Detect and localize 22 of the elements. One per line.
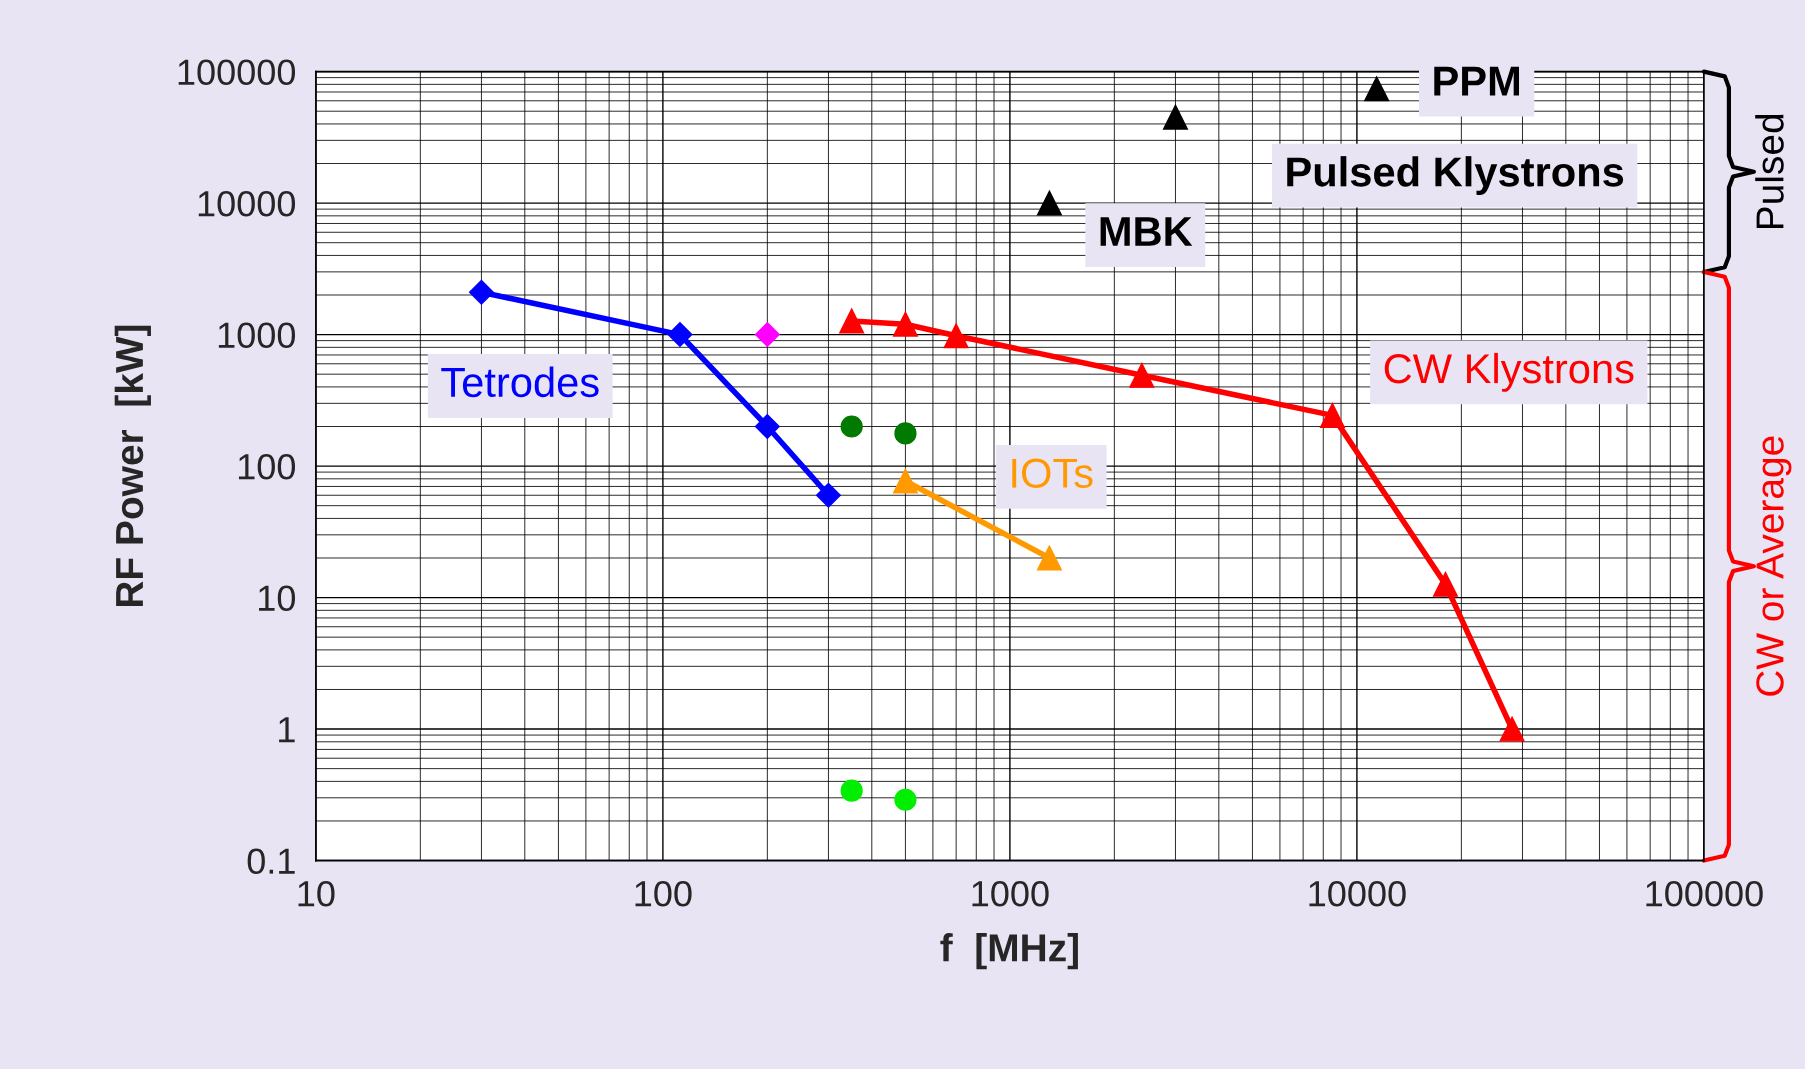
series-label: PPM — [1434, 66, 1520, 96]
text: CW or Average — [1756, 436, 1792, 696]
x-tick-label: 1000 — [972, 880, 1049, 907]
y-axis-title: RF Power [kW] — [114, 325, 151, 607]
y-tick-label: 10000 — [198, 190, 296, 217]
series-label: IOTs — [1012, 458, 1093, 489]
y-tick-label: 1000 — [218, 322, 296, 349]
x-tick-label: 100 — [635, 880, 692, 907]
text: Pulsed — [1755, 114, 1784, 229]
y-tick-label: 100 — [238, 453, 296, 480]
x-tick-label: 10 — [298, 880, 335, 907]
series-label: Tetrodes — [441, 366, 599, 398]
x-tick-label: 10000 — [1309, 880, 1406, 907]
x-axis-title: f [MHz] — [940, 933, 1078, 970]
y-tick-label: 1 — [279, 717, 295, 743]
series-label: CW Klystrons — [1384, 352, 1634, 392]
y-tick-label: 10 — [259, 585, 296, 612]
text: Pulsed Klystrons — [1287, 156, 1624, 195]
y-tick-label: 100000 — [178, 59, 296, 86]
series-label: MBK — [1100, 217, 1193, 246]
x-tick-label: 100000 — [1646, 880, 1763, 907]
y-tick-label: 0.1 — [247, 848, 295, 874]
